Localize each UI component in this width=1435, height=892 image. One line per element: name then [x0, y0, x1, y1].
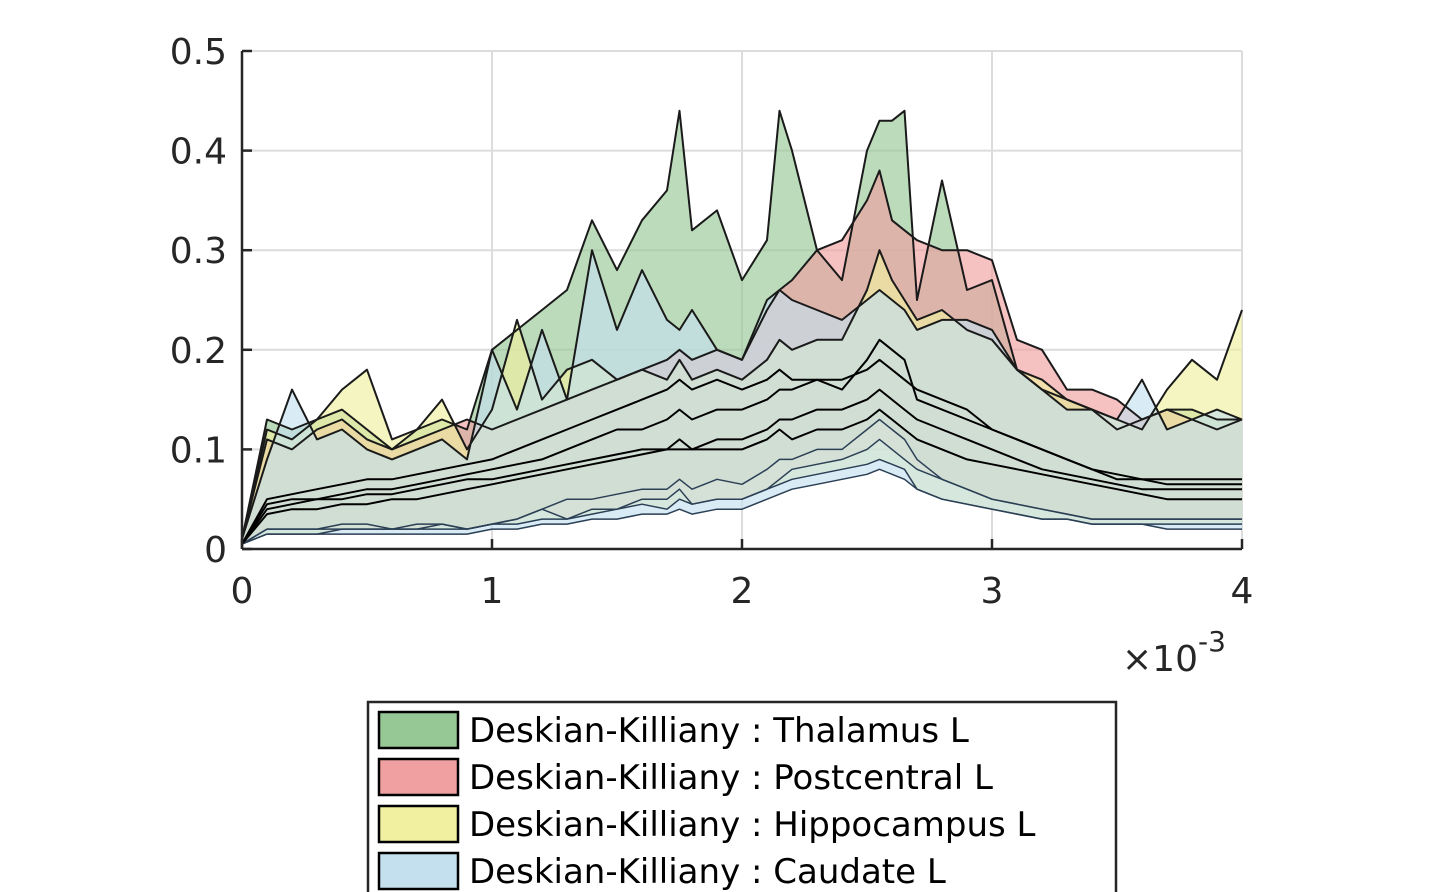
series-layer	[241, 109, 1243, 545]
legend-box	[366, 700, 1118, 892]
series-mean-line-2	[241, 388, 1242, 545]
legend-label-0: Deskian-Killiany : Thalamus L	[469, 711, 969, 751]
y-tick-label-0: 0	[204, 530, 227, 571]
x-tick-label-4: 4	[1231, 571, 1254, 612]
legend-label-3: Deskian-Killiany : Caudate L	[469, 852, 946, 892]
series-upper-line-2	[241, 249, 1243, 540]
x-exponent-base: ×10	[1122, 639, 1198, 680]
legend-swatch-2	[377, 804, 460, 844]
legend-label-2: Deskian-Killiany : Hippocampus L	[469, 805, 1036, 845]
legend-swatch-3	[377, 851, 460, 891]
tick-labels: 0 1 2 3 4 0 0.1 0.2 0.3 0.4 0.5	[170, 32, 1254, 612]
series-upper-line-0	[241, 109, 1242, 540]
y-tick-label-2: 0.2	[170, 331, 227, 372]
x-tick-label-3: 3	[981, 571, 1004, 612]
y-tick-label-5: 0.5	[170, 32, 227, 73]
series-lower-line-3	[241, 468, 1242, 545]
series-band-3	[242, 250, 1242, 544]
y-tick-label-1: 0.1	[170, 430, 227, 471]
legend-swatch-1	[377, 757, 460, 797]
x-exponent-label: ×10-3	[1122, 625, 1226, 680]
x-exponent-power: -3	[1198, 625, 1226, 658]
series-upper-line-1	[241, 169, 1243, 540]
series-mean-line-1	[241, 358, 1242, 545]
series-mean-line-3	[241, 408, 1242, 545]
x-tick-label-1: 1	[481, 571, 504, 612]
legend-label-1: Deskian-Killiany : Postcentral L	[469, 758, 993, 798]
series-upper-line-3	[241, 249, 1243, 540]
y-tick-label-4: 0.4	[170, 132, 227, 173]
x-tick-label-2: 2	[731, 571, 754, 612]
legend: Deskian-Killiany : Thalamus L Deskian-Kil…	[366, 700, 1118, 892]
legend-items: Deskian-Killiany : Thalamus L Deskian-Kil…	[377, 710, 1036, 892]
x-tick-label-0: 0	[231, 571, 254, 612]
legend-swatch-0	[377, 710, 460, 750]
axes	[240, 49, 1244, 551]
y-tick-label-3: 0.3	[170, 231, 227, 272]
